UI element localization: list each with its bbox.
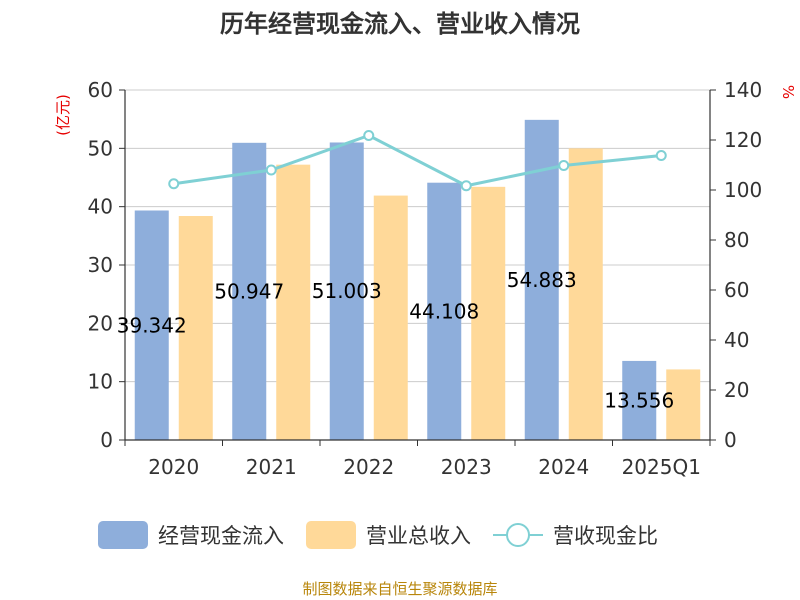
right-axis-unit: % xyxy=(779,85,797,99)
bar-data-label: 51.003 xyxy=(312,279,382,303)
ratio-point xyxy=(363,130,375,141)
bar-cash-inflow xyxy=(329,142,364,441)
left-tick-label: 30 xyxy=(88,253,113,277)
bar-revenue xyxy=(568,148,603,441)
ratio-point xyxy=(558,160,570,171)
right-tick-label: 100 xyxy=(724,178,762,202)
left-tick-label: 60 xyxy=(88,78,113,102)
bar-data-label: 54.883 xyxy=(507,268,577,292)
left-tick-label: 10 xyxy=(88,370,113,394)
right-tick-label: 120 xyxy=(724,128,762,152)
right-tick-label: 40 xyxy=(724,328,749,352)
legend-label: 营业总收入 xyxy=(366,524,471,548)
gridlines xyxy=(125,89,710,383)
right-tick-label: 80 xyxy=(724,228,749,252)
ratio-line xyxy=(173,133,662,188)
bar-revenue xyxy=(471,186,506,440)
left-tick-label: 40 xyxy=(88,195,113,219)
x-tick-label: 2022 xyxy=(343,455,394,479)
left-tick-label: 50 xyxy=(88,136,113,160)
right-tick-label: 140 xyxy=(724,78,762,102)
axes-layer: 0 10 20 30 40 50 60 0 20 40 60 80 100 120 140 2020 2021 2… xyxy=(88,78,763,479)
x-tick-label: 2024 xyxy=(538,455,589,479)
chart-title: 历年经营现金流入、营业收入情况 xyxy=(220,10,580,38)
legend: 经营现金流入 营业总收入 营收现金比 xyxy=(98,521,658,549)
legend-swatch xyxy=(98,521,148,549)
ratio-point xyxy=(460,180,472,192)
bar-revenue xyxy=(666,369,701,440)
bar-data-label: 13.556 xyxy=(604,388,674,412)
x-tick-label: 2025Q1 xyxy=(622,455,701,479)
ratio-point xyxy=(168,178,180,190)
bar-cash-inflow xyxy=(232,142,267,440)
right-tick-label: 60 xyxy=(724,278,749,302)
x-tick-label: 2021 xyxy=(246,455,297,479)
right-tick-label: 20 xyxy=(724,378,749,402)
right-tick-label: 0 xyxy=(724,428,737,452)
legend-label: 营收现金比 xyxy=(553,524,658,548)
bar-cash-inflow xyxy=(622,360,657,440)
bars-layer xyxy=(134,119,701,441)
x-tick-label: 2023 xyxy=(441,455,492,479)
legend-label: 经营现金流入 xyxy=(158,524,284,548)
source-note: 制图数据来自恒生聚源数据库 xyxy=(302,580,497,598)
left-tick-label: 0 xyxy=(100,428,113,452)
bar-revenue xyxy=(178,216,213,440)
legend-marker xyxy=(506,523,530,547)
bar-cash-inflow xyxy=(134,210,169,440)
ratio-point xyxy=(265,164,277,176)
bar-revenue xyxy=(373,195,408,440)
bar-data-label: 50.947 xyxy=(214,279,284,303)
bar-data-label: 39.342 xyxy=(117,313,187,337)
bar-data-label: 44.108 xyxy=(409,299,479,323)
left-axis-unit: (亿元) xyxy=(54,94,72,136)
bar-revenue xyxy=(276,164,311,440)
x-tick-label: 2020 xyxy=(148,455,199,479)
legend-swatch xyxy=(306,521,356,549)
data-labels-layer: 39.342 50.947 51.003 44.108 54.883 13.556 xyxy=(117,268,674,413)
ratio-line-layer xyxy=(168,130,667,192)
left-tick-label: 20 xyxy=(88,311,113,335)
bar-cash-inflow xyxy=(427,182,462,440)
ratio-point xyxy=(655,150,667,161)
